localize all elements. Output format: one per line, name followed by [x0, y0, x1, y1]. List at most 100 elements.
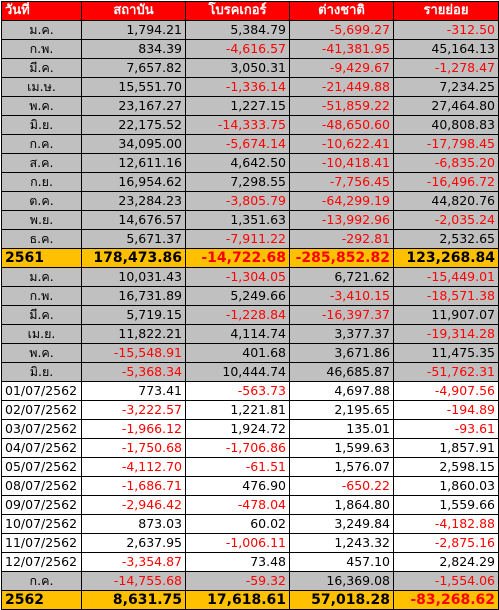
date-cell[interactable]: 02/07/2562 [1, 400, 82, 420]
broker-cell[interactable]: -1,228.84 [185, 305, 290, 325]
retail-cell[interactable]: -93.61 [393, 419, 499, 439]
institution-cell[interactable]: -3,354.87 [81, 552, 186, 572]
date-cell[interactable]: 08/07/2562 [1, 476, 82, 496]
broker-cell[interactable]: 5,384.79 [185, 20, 290, 40]
institution-cell[interactable]: 2,637.95 [81, 533, 186, 553]
foreign-cell[interactable]: 1,599.63 [289, 438, 394, 458]
year-cell[interactable]: 2562 [1, 590, 82, 610]
retail-cell[interactable]: 27,464.80 [393, 96, 499, 116]
foreign-cell[interactable]: 2,195.65 [289, 400, 394, 420]
retail-cell[interactable]: -2,035.24 [393, 210, 499, 230]
foreign-cell[interactable]: 1,576.07 [289, 457, 394, 477]
retail-cell[interactable]: 2,532.65 [393, 229, 499, 249]
foreign-cell[interactable]: -16,397.37 [289, 305, 394, 325]
broker-cell[interactable]: 4,642.50 [185, 153, 290, 173]
retail-cell[interactable]: -18,571.38 [393, 286, 499, 306]
foreign-cell[interactable]: -10,622.41 [289, 134, 394, 154]
foreign-cell[interactable]: 1,243.32 [289, 533, 394, 553]
foreign-cell[interactable]: -650.22 [289, 476, 394, 496]
institution-cell[interactable]: -4,112.70 [81, 457, 186, 477]
institution-cell[interactable]: -1,686.71 [81, 476, 186, 496]
foreign-cell[interactable]: 1,864.80 [289, 495, 394, 515]
institution-cell[interactable]: -2,946.42 [81, 495, 186, 515]
broker-cell[interactable]: 1,351.63 [185, 210, 290, 230]
retail-cell[interactable]: 1,857.91 [393, 438, 499, 458]
retail-cell[interactable]: 2,598.15 [393, 457, 499, 477]
foreign-cell[interactable]: -21,449.88 [289, 77, 394, 97]
broker-cell[interactable]: -3,805.79 [185, 191, 290, 211]
month-cell[interactable]: ก.ย. [1, 172, 82, 192]
month-cell[interactable]: ก.ค. [1, 571, 82, 591]
retail-cell[interactable]: 11,475.35 [393, 343, 499, 363]
retail-cell[interactable]: -16,496.72 [393, 172, 499, 192]
date-cell[interactable]: 01/07/2562 [1, 381, 82, 401]
institution-cell[interactable]: -5,368.34 [81, 362, 186, 382]
month-cell[interactable]: ส.ค. [1, 153, 82, 173]
retail-cell[interactable]: 2,824.29 [393, 552, 499, 572]
month-cell[interactable]: มี.ค. [1, 305, 82, 325]
broker-cell[interactable]: -1,336.14 [185, 77, 290, 97]
date-cell[interactable]: 12/07/2562 [1, 552, 82, 572]
retail-cell[interactable]: -19,314.28 [393, 324, 499, 344]
retail-cell[interactable]: 7,234.25 [393, 77, 499, 97]
foreign-cell[interactable]: 4,697.88 [289, 381, 394, 401]
retail-cell[interactable]: -312.50 [393, 20, 499, 40]
retail-cell[interactable]: -17,798.45 [393, 134, 499, 154]
month-cell[interactable]: ก.พ. [1, 286, 82, 306]
institution-cell[interactable]: 15,551.70 [81, 77, 186, 97]
month-cell[interactable]: ก.ค. [1, 134, 82, 154]
date-cell[interactable]: 04/07/2562 [1, 438, 82, 458]
year-cell[interactable]: 2561 [1, 248, 82, 268]
col-header-institution[interactable]: สถาบัน [81, 1, 186, 21]
foreign-cell[interactable]: -51,859.22 [289, 96, 394, 116]
broker-cell[interactable]: 1,221.81 [185, 400, 290, 420]
foreign-cell[interactable]: -9,429.67 [289, 58, 394, 78]
month-cell[interactable]: มี.ค. [1, 58, 82, 78]
broker-cell[interactable]: 476.90 [185, 476, 290, 496]
foreign-cell[interactable]: -292.81 [289, 229, 394, 249]
institution-cell[interactable]: 12,611.16 [81, 153, 186, 173]
institution-cell[interactable]: 23,167.27 [81, 96, 186, 116]
date-cell[interactable]: 09/07/2562 [1, 495, 82, 515]
institution-cell[interactable]: 16,954.62 [81, 172, 186, 192]
broker-cell[interactable]: -14,333.75 [185, 115, 290, 135]
retail-cell[interactable]: 45,164.13 [393, 39, 499, 59]
retail-cell[interactable]: -51,762.31 [393, 362, 499, 382]
month-cell[interactable]: มิ.ย. [1, 362, 82, 382]
foreign-cell[interactable]: 57,018.28 [289, 590, 394, 610]
month-cell[interactable]: ต.ค. [1, 191, 82, 211]
institution-cell[interactable]: 34,095.00 [81, 134, 186, 154]
foreign-cell[interactable]: 3,249.84 [289, 514, 394, 534]
institution-cell[interactable]: -15,548.91 [81, 343, 186, 363]
foreign-cell[interactable]: 135.01 [289, 419, 394, 439]
broker-cell[interactable]: -1,706.86 [185, 438, 290, 458]
month-cell[interactable]: เม.ย. [1, 324, 82, 344]
broker-cell[interactable]: -1,006.11 [185, 533, 290, 553]
broker-cell[interactable]: 3,050.31 [185, 58, 290, 78]
retail-cell[interactable]: 1,860.03 [393, 476, 499, 496]
retail-cell[interactable]: -1,278.47 [393, 58, 499, 78]
institution-cell[interactable]: 1,794.21 [81, 20, 186, 40]
institution-cell[interactable]: 22,175.52 [81, 115, 186, 135]
institution-cell[interactable]: -3,222.57 [81, 400, 186, 420]
broker-cell[interactable]: 5,249.66 [185, 286, 290, 306]
foreign-cell[interactable]: -3,410.15 [289, 286, 394, 306]
retail-cell[interactable]: 11,907.07 [393, 305, 499, 325]
broker-cell[interactable]: -478.04 [185, 495, 290, 515]
foreign-cell[interactable]: 3,671.86 [289, 343, 394, 363]
institution-cell[interactable]: -14,755.68 [81, 571, 186, 591]
retail-cell[interactable]: -194.89 [393, 400, 499, 420]
foreign-cell[interactable]: 457.10 [289, 552, 394, 572]
retail-cell[interactable]: 40,808.83 [393, 115, 499, 135]
retail-cell[interactable]: -1,554.06 [393, 571, 499, 591]
foreign-cell[interactable]: 6,721.62 [289, 267, 394, 287]
foreign-cell[interactable]: -13,992.96 [289, 210, 394, 230]
broker-cell[interactable]: -563.73 [185, 381, 290, 401]
broker-cell[interactable]: 7,298.55 [185, 172, 290, 192]
broker-cell[interactable]: 4,114.74 [185, 324, 290, 344]
retail-cell[interactable]: -6,835.20 [393, 153, 499, 173]
month-cell[interactable]: ม.ค. [1, 267, 82, 287]
broker-cell[interactable]: -1,304.05 [185, 267, 290, 287]
retail-cell[interactable]: 1,559.66 [393, 495, 499, 515]
institution-cell[interactable]: 23,284.23 [81, 191, 186, 211]
